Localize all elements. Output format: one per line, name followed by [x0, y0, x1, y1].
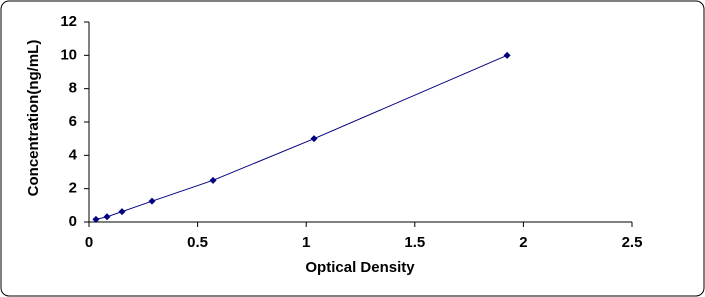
x-tick-label: 2 — [519, 234, 527, 251]
x-tick-label: 1 — [302, 234, 310, 251]
point — [118, 208, 126, 216]
point — [92, 215, 100, 223]
x-tick-label: 2.5 — [622, 234, 643, 251]
point — [103, 213, 111, 221]
x-tick-label: 1.5 — [404, 234, 425, 251]
x-axis-title: Optical Density — [305, 259, 415, 276]
point — [209, 176, 217, 184]
x-tick-label: 0.5 — [187, 234, 208, 251]
point — [310, 135, 318, 143]
y-axis-title: Concentration(ng/mL) — [25, 40, 42, 197]
y-tick-label: 8 — [69, 80, 77, 97]
y-tick-label: 2 — [69, 180, 77, 197]
point — [503, 51, 511, 59]
point — [148, 197, 156, 205]
y-tick-label: 12 — [60, 13, 77, 30]
x-tick-label: 0 — [85, 234, 93, 251]
y-tick-label: 4 — [69, 146, 78, 163]
y-tick-label: 10 — [60, 46, 77, 63]
y-tick-label: 6 — [69, 113, 77, 130]
y-tick-label: 0 — [69, 213, 77, 230]
